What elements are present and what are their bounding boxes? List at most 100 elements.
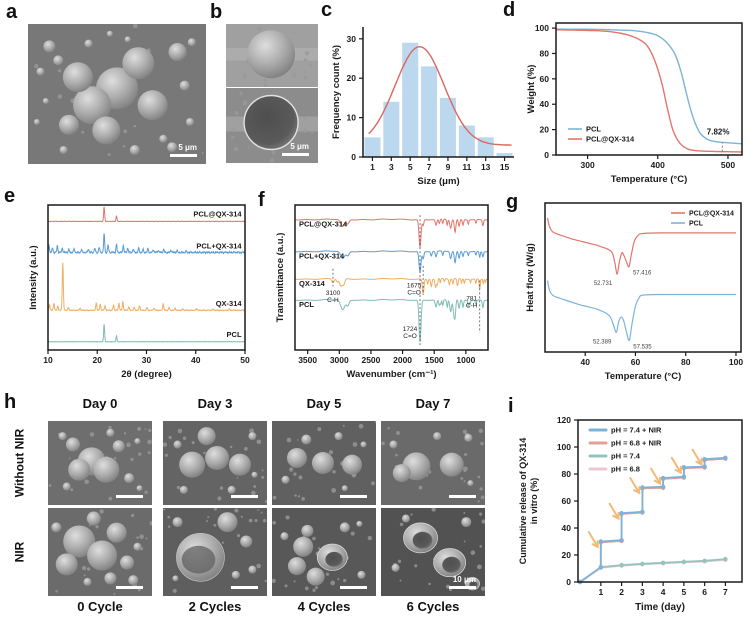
sem-speck: [107, 153, 111, 157]
sem-speck: [328, 450, 334, 455]
histogram-bar: [402, 42, 419, 157]
data-point: [619, 537, 624, 543]
sem-speck: [226, 71, 228, 74]
x-tick-label: 4: [661, 587, 666, 597]
panel-letter-c: c: [321, 0, 333, 21]
sem-speck: [136, 536, 139, 539]
sem-speck: [431, 508, 436, 512]
sem-speck: [256, 563, 261, 569]
x-tick-label: 2500: [361, 355, 380, 365]
x-tick-label: 30: [142, 355, 152, 365]
h-col-header-day3: Day 3: [197, 396, 233, 411]
sem-sphere: [104, 572, 117, 585]
data-point: [619, 562, 624, 568]
x-axis-label: 2θ (degree): [121, 369, 172, 380]
sem-sphere: [281, 475, 290, 484]
data-point: [598, 564, 604, 570]
sem-speck: [182, 436, 187, 441]
data-point: [702, 464, 707, 469]
data-point: [598, 539, 604, 544]
ftir-trace-label: PCL+QX-314: [299, 251, 345, 260]
sem-speck: [123, 129, 128, 134]
y-axis-label-line1: Cumulative release of QX-314: [518, 438, 528, 565]
axis-frame: [47, 204, 246, 351]
sem-speck: [293, 472, 297, 476]
xrd-trace-PCL@QX-314: [47, 206, 245, 223]
scale-bar-label: 5 μm: [290, 142, 309, 151]
y-tick-label: 80: [562, 469, 572, 479]
sem-speck: [460, 476, 464, 480]
sem-speck: [177, 428, 183, 434]
sem-sphere: [247, 30, 296, 79]
sem-speck: [236, 534, 241, 538]
y-tick-label: 40: [562, 523, 572, 533]
sem-speck: [55, 590, 58, 593]
sem-sphere: [248, 565, 257, 574]
sem-sphere: [228, 453, 251, 476]
scale-bar: [116, 495, 143, 498]
sem-speck: [234, 508, 239, 513]
sem-sphere: [59, 146, 68, 154]
sem-speck: [113, 456, 117, 460]
sem-speck: [163, 508, 166, 511]
sem-speck: [304, 586, 309, 591]
ftir-annotation-text: 1675: [407, 283, 422, 290]
sem-speck: [352, 442, 358, 447]
sem-sphere: [301, 524, 314, 537]
legend-label: pH = 6.8 + NIR: [611, 439, 662, 448]
nir-arrow: [691, 448, 703, 467]
sem-speck: [301, 497, 306, 501]
sem-sphere: [217, 512, 238, 533]
sem-sphere: [122, 47, 155, 80]
data-point: [640, 485, 645, 490]
y-tick-label: 80: [540, 48, 550, 58]
histogram-bar: [364, 137, 381, 157]
sem-crater-hole: [325, 551, 343, 567]
sem-sphere: [280, 532, 289, 541]
sem-sphere: [173, 440, 182, 449]
nir-arrow: [629, 477, 641, 495]
x-tick-label: 50: [240, 355, 250, 365]
sem-sphere: [356, 520, 363, 527]
y-tick-label: 100: [535, 23, 549, 33]
data-point: [619, 510, 624, 516]
ftir-chart: PCL@QX-314PCL+QX-314QX-314PCL3100C-H1675…: [275, 204, 489, 380]
sem-speck: [285, 515, 290, 520]
y-tick-label: 0: [351, 152, 356, 162]
h-row-label-without-nir-text: Without NIR: [12, 428, 27, 498]
x-tick-label: 7: [723, 587, 728, 597]
h-cycle-label-0: 0 Cycle: [77, 599, 123, 614]
panel-letter-g: g: [506, 191, 519, 213]
x-axis-label: Temperature (°C): [611, 174, 687, 185]
x-tick-label: 1000: [456, 355, 475, 365]
x-tick-label: 9: [446, 162, 451, 172]
sem-sphere: [293, 536, 314, 557]
sem-speck: [387, 426, 390, 430]
sem-speck: [219, 486, 224, 490]
sem-sphere: [92, 116, 121, 145]
sem-h-nir-2cycles: [163, 508, 267, 596]
sem-speck: [263, 78, 267, 83]
data-point: [681, 474, 687, 479]
sem-sphere: [392, 464, 411, 483]
sem-speck: [479, 512, 483, 516]
data-point: [702, 558, 707, 564]
sem-speck: [396, 430, 400, 435]
scale-bar-label: 10 μm: [453, 575, 476, 584]
tga-chart: 7.82% 300 400 500 0 20 40 60 80 100 Temperature (°…: [526, 22, 743, 185]
sem-speck: [292, 74, 296, 78]
x-tick-label: 100: [729, 357, 743, 367]
panel-letter-b: b: [210, 1, 223, 23]
sem-image-single-sphere-bottom: 5 μm: [226, 88, 318, 163]
sem-speck: [261, 475, 265, 479]
sem-sphere: [185, 118, 194, 126]
sem-speck: [463, 540, 466, 543]
x-axis-label: Wavenumber (cm⁻¹): [346, 369, 436, 380]
sem-h-nir-0cycle: [48, 508, 152, 596]
ftir-annotation-text: 781: [466, 296, 477, 303]
sem-speck: [479, 487, 483, 491]
sem-sphere: [179, 485, 188, 494]
dsc-peak-label: 52.731: [594, 281, 613, 287]
sem-sphere: [93, 456, 120, 483]
sem-speck: [164, 453, 168, 457]
